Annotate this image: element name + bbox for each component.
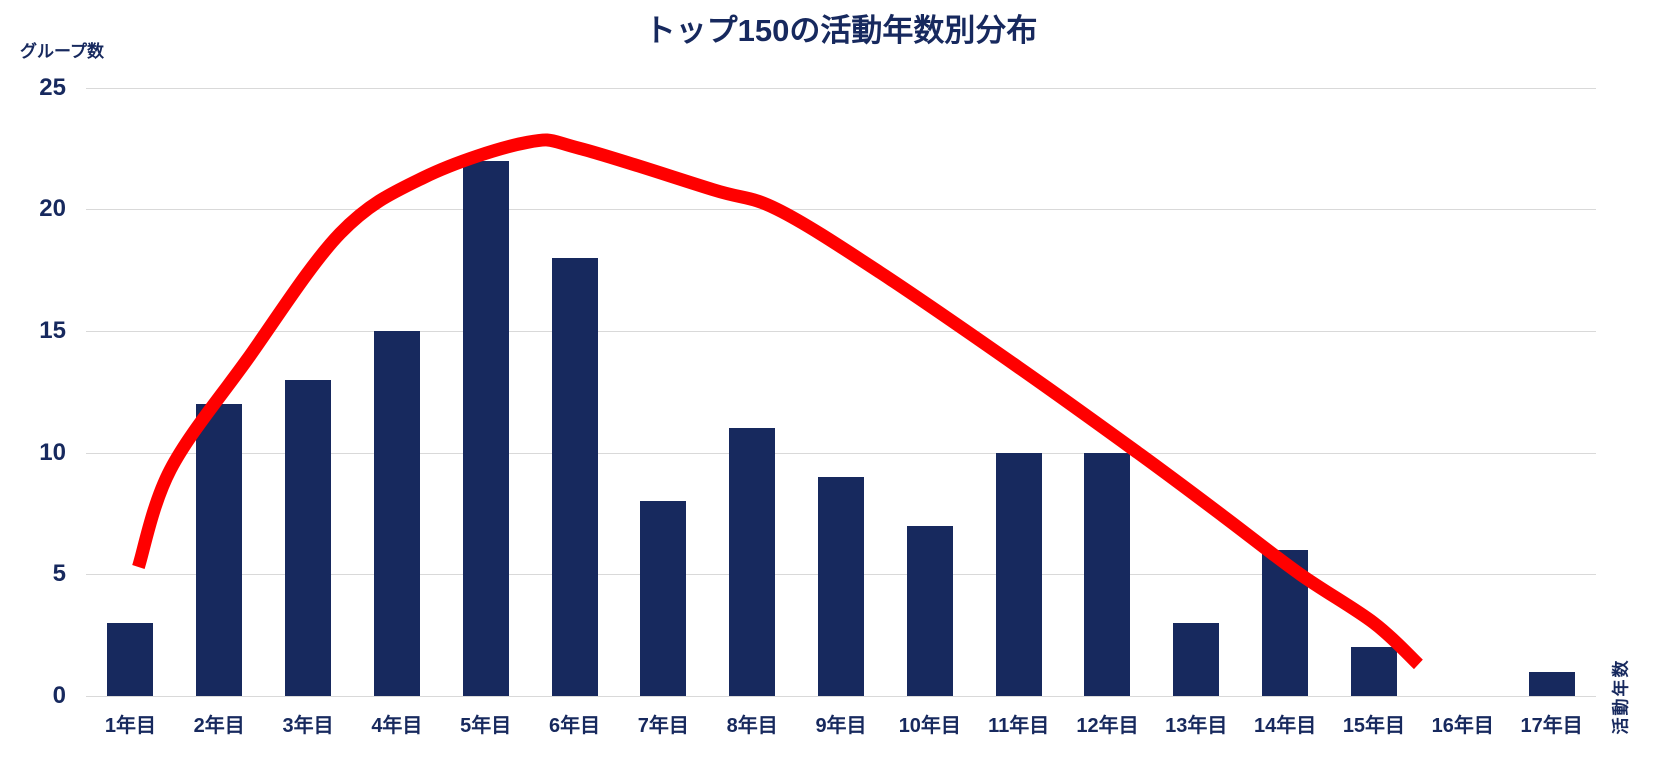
gridline-y25 [86, 87, 1596, 89]
gridline-y0 [86, 696, 1596, 697]
bar-9年目 [818, 476, 864, 696]
x-tick-label-15年目: 15年目 [1342, 715, 1406, 737]
x-tick-label-2年目: 2年目 [193, 715, 245, 737]
x-tick-label-8年目: 8年目 [726, 715, 778, 737]
y-tick-label: 25 [39, 73, 66, 101]
x-tick-label-9年目: 9年目 [815, 715, 867, 737]
x-tick-label-5年目: 5年目 [460, 715, 512, 737]
y-tick-label: 20 [39, 195, 66, 223]
x-tick-label-7年目: 7年目 [637, 715, 689, 737]
chart-title: トップ150の活動年数別分布 [644, 13, 1038, 48]
bar-13年目 [1173, 622, 1220, 696]
bar-15年目 [1350, 647, 1397, 696]
y-tick-label: 0 [52, 682, 66, 709]
bar-12年目 [1084, 452, 1131, 696]
x-tick-label-16年目: 16年目 [1431, 715, 1494, 737]
x-tick-label-1年目: 1年目 [104, 715, 156, 737]
bar-2年目 [196, 403, 243, 696]
x-tick-label-10年目: 10年目 [898, 715, 961, 737]
gridline-y15 [86, 330, 1596, 332]
x-tick-label-3年目: 3年目 [282, 715, 334, 737]
x-tick-label-14年目: 14年目 [1253, 715, 1317, 737]
gridline-y20 [86, 209, 1596, 211]
x-tick-label-11年目: 11年目 [988, 715, 1050, 737]
x-tick-label-4年目: 4年目 [371, 715, 423, 737]
x-axis-title: 活動年数 [1611, 658, 1631, 735]
bar-10年目 [906, 525, 953, 696]
bar-8年目 [729, 428, 776, 696]
y-tick-label: 5 [52, 560, 66, 588]
bar-17年目 [1528, 671, 1575, 696]
bar-3年目 [285, 379, 332, 696]
x-tick-label-17年目: 17年目 [1520, 715, 1583, 737]
bar-5年目 [462, 160, 509, 696]
bar-1年目 [107, 622, 154, 696]
y-axis-title: グループ数 [20, 42, 104, 61]
bar-14年目 [1262, 549, 1309, 696]
bar-4年目 [373, 330, 420, 696]
x-tick-label-12年目: 12年目 [1076, 715, 1139, 737]
bar-7年目 [640, 501, 687, 696]
y-tick-label: 10 [39, 438, 66, 466]
y-tick-label: 15 [39, 316, 66, 344]
x-tick-label-13年目: 13年目 [1165, 715, 1228, 737]
bar-11年目 [995, 452, 1042, 696]
x-tick-label-6年目: 6年目 [548, 715, 601, 737]
bar-6年目 [551, 257, 598, 696]
